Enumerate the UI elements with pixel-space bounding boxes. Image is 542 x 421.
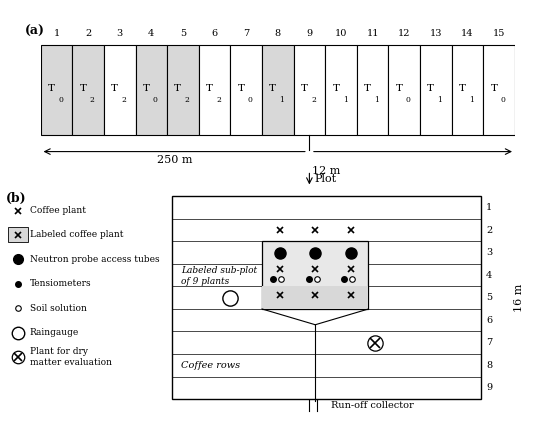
- Text: Raingauge: Raingauge: [30, 328, 79, 337]
- Text: Coffee plant: Coffee plant: [30, 206, 86, 215]
- Text: 0: 0: [501, 96, 506, 104]
- Text: T: T: [332, 83, 339, 93]
- Bar: [357, 45, 389, 135]
- Text: T: T: [301, 83, 308, 93]
- Text: T: T: [269, 83, 276, 93]
- Bar: [167, 45, 199, 135]
- Text: T: T: [175, 83, 182, 93]
- Text: 8: 8: [486, 361, 492, 370]
- Bar: [262, 241, 369, 309]
- Text: (a): (a): [25, 24, 45, 37]
- Text: 1: 1: [375, 96, 379, 104]
- Text: 2: 2: [486, 226, 493, 234]
- Text: 13: 13: [430, 29, 442, 37]
- Text: 1: 1: [53, 29, 60, 37]
- Text: (b): (b): [5, 192, 26, 205]
- Text: T: T: [491, 83, 498, 93]
- Text: 9: 9: [306, 29, 312, 37]
- Text: T: T: [364, 83, 371, 93]
- Bar: [483, 45, 515, 135]
- Bar: [136, 45, 167, 135]
- Text: 5: 5: [486, 293, 492, 302]
- Text: 8: 8: [275, 29, 281, 37]
- Text: T: T: [396, 83, 403, 93]
- Text: 16 m: 16 m: [514, 283, 524, 312]
- Text: 11: 11: [366, 29, 379, 37]
- Text: 0: 0: [248, 96, 253, 104]
- Text: T: T: [111, 83, 118, 93]
- Text: Tensiometers: Tensiometers: [30, 279, 92, 288]
- Bar: [262, 286, 369, 309]
- Text: of 9 plants: of 9 plants: [182, 277, 230, 286]
- Text: T: T: [143, 83, 150, 93]
- Text: Plant for dry
matter evaluation: Plant for dry matter evaluation: [30, 347, 112, 367]
- Text: 1: 1: [343, 96, 347, 104]
- Bar: [262, 45, 294, 135]
- Text: 1: 1: [469, 96, 474, 104]
- Text: Labeled sub-plot: Labeled sub-plot: [182, 266, 257, 275]
- Text: 3: 3: [117, 29, 123, 37]
- Text: T: T: [459, 83, 466, 93]
- Bar: [41, 45, 72, 135]
- Bar: [420, 45, 451, 135]
- Bar: [325, 45, 357, 135]
- Text: T: T: [80, 83, 87, 93]
- Text: Neutron probe access tubes: Neutron probe access tubes: [30, 255, 159, 264]
- Text: T: T: [237, 83, 244, 93]
- Text: 2: 2: [311, 96, 316, 104]
- Text: T: T: [48, 83, 55, 93]
- Text: 15: 15: [493, 29, 505, 37]
- Text: T: T: [427, 83, 434, 93]
- Text: 2: 2: [85, 29, 91, 37]
- Text: 2: 2: [185, 96, 190, 104]
- Text: 4: 4: [486, 271, 493, 280]
- Text: 0: 0: [153, 96, 158, 104]
- Bar: [389, 45, 420, 135]
- Text: T: T: [206, 83, 213, 93]
- Text: 1: 1: [486, 203, 493, 212]
- Text: Soil solution: Soil solution: [30, 304, 87, 313]
- Text: 3: 3: [486, 248, 493, 257]
- Text: 6: 6: [211, 29, 217, 37]
- Text: 250 m: 250 m: [157, 155, 193, 165]
- Text: 0: 0: [406, 96, 411, 104]
- Text: 2: 2: [90, 96, 95, 104]
- Text: Labeled coffee plant: Labeled coffee plant: [30, 230, 124, 240]
- Bar: [451, 45, 483, 135]
- Text: 7: 7: [486, 338, 493, 347]
- Bar: [104, 45, 136, 135]
- Text: 4: 4: [148, 29, 154, 37]
- Bar: [294, 45, 325, 135]
- Text: 5: 5: [180, 29, 186, 37]
- Text: 7: 7: [243, 29, 249, 37]
- Text: 12: 12: [398, 29, 410, 37]
- FancyBboxPatch shape: [8, 227, 28, 242]
- Text: 6: 6: [486, 316, 492, 325]
- Text: 9: 9: [486, 383, 492, 392]
- Bar: [199, 45, 230, 135]
- Text: 14: 14: [461, 29, 474, 37]
- Text: 10: 10: [335, 29, 347, 37]
- Bar: [230, 45, 262, 135]
- Text: 2: 2: [121, 96, 126, 104]
- Text: 1: 1: [437, 96, 442, 104]
- Bar: [72, 45, 104, 135]
- Text: 0: 0: [58, 96, 63, 104]
- Text: 2: 2: [216, 96, 221, 104]
- Text: Run-off collector: Run-off collector: [331, 401, 414, 410]
- Text: Coffee rows: Coffee rows: [182, 361, 241, 370]
- Text: 12 m: 12 m: [312, 165, 341, 176]
- Text: 1: 1: [280, 96, 285, 104]
- Text: Plot: Plot: [315, 174, 337, 184]
